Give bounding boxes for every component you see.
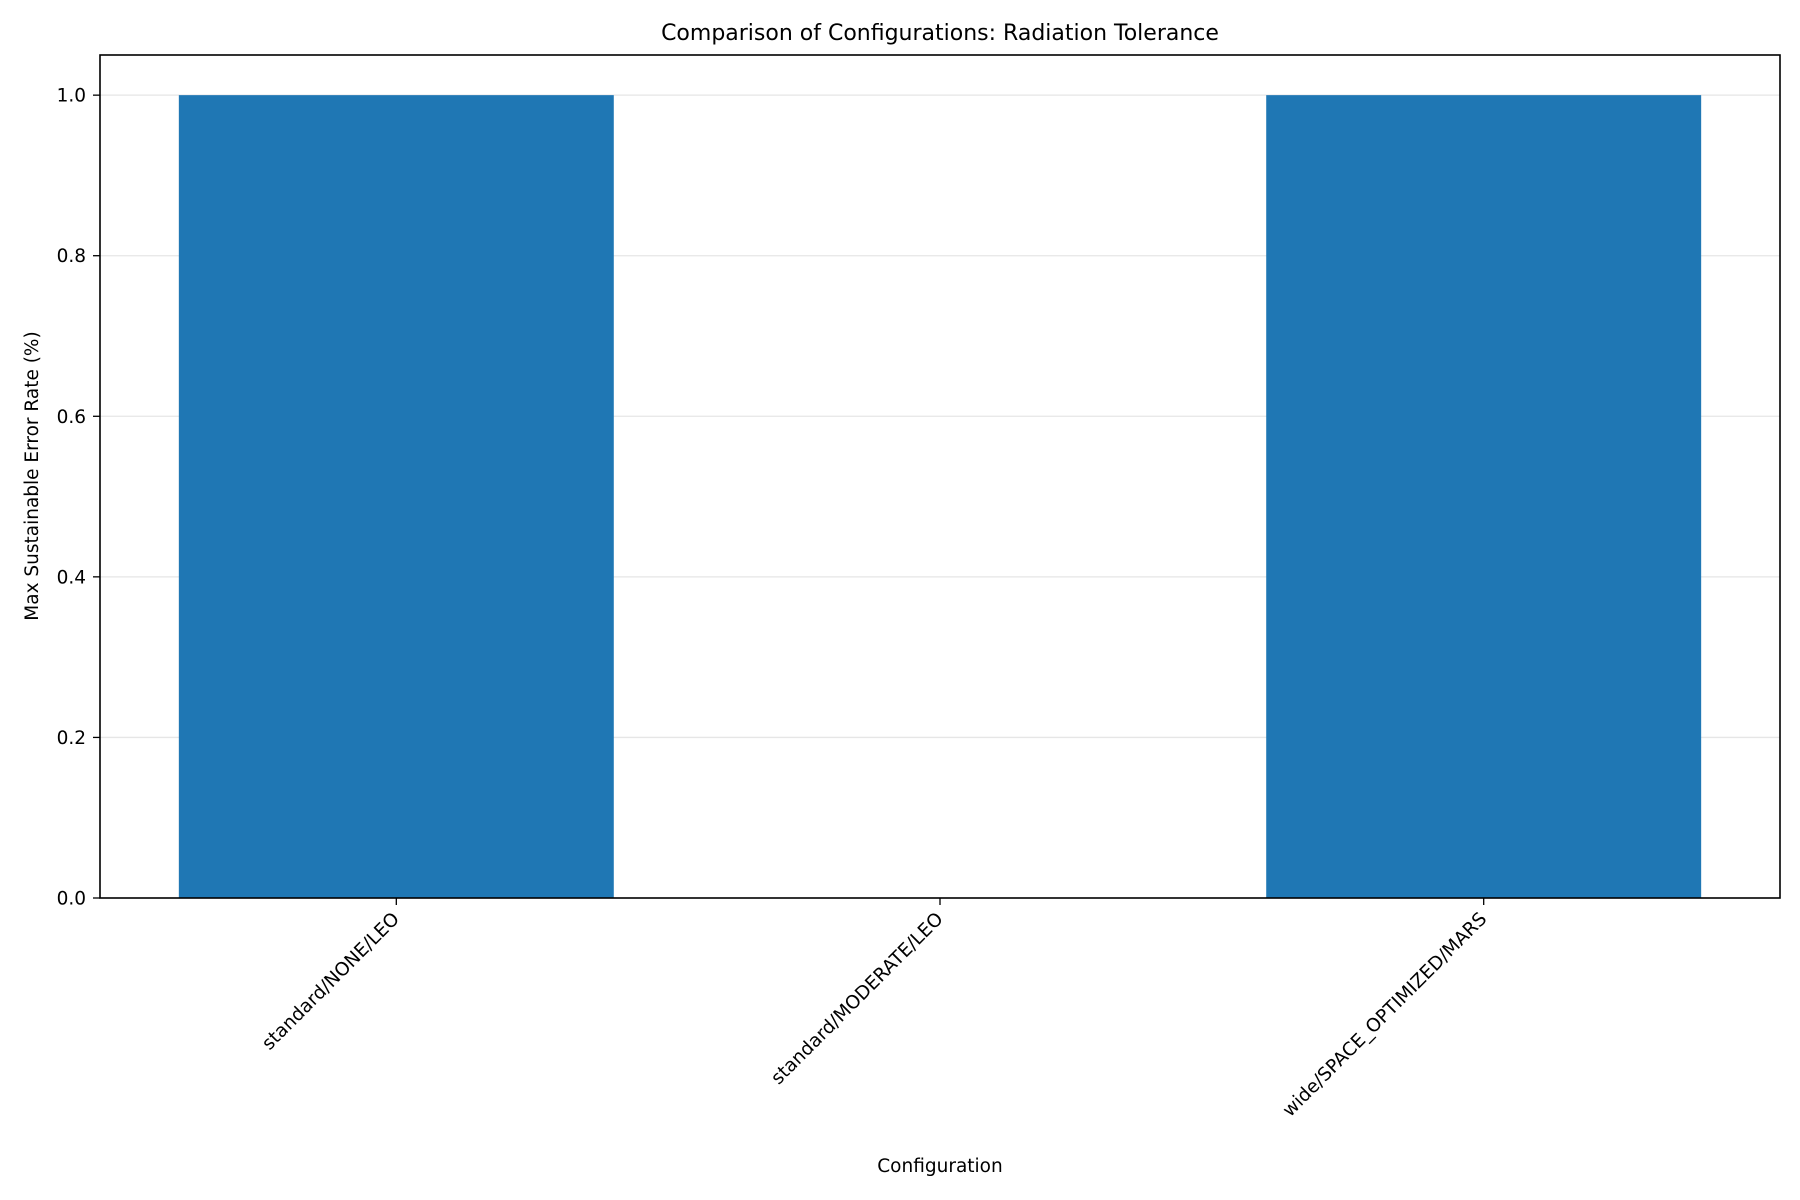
y-tick-label: 0.2 [57,728,86,749]
bar [1266,95,1702,898]
bars [178,95,1702,898]
y-tick-label: 0.6 [57,407,86,428]
x-axis-label: Configuration [877,1156,1002,1177]
y-axis-ticks: 0.0 0.2 0.4 0.6 0.8 1.0 [57,86,100,910]
y-tick-label: 0.0 [57,889,86,910]
y-tick-label: 0.8 [57,246,86,267]
chart-title: Comparison of Configurations: Radiation … [661,21,1219,46]
y-tick-label: 0.4 [57,567,86,588]
y-tick-label: 1.0 [57,86,86,107]
y-axis-label: Max Sustainable Error Rate (%) [22,331,43,620]
bar [178,95,614,898]
